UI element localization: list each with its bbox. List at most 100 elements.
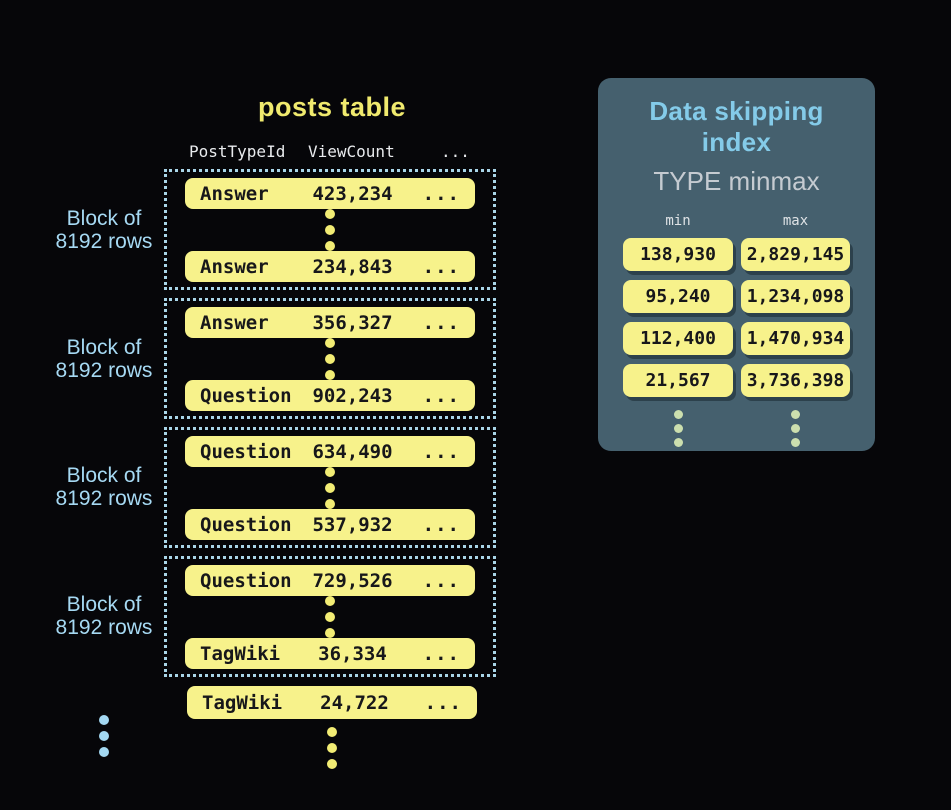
dot-icon [325, 628, 335, 638]
dot-icon [673, 410, 683, 419]
more-rows-ellipsis-icon [327, 727, 337, 769]
row-view-count: 902,243 [312, 384, 393, 407]
dot-icon [791, 424, 800, 433]
row-post-type: Answer [200, 182, 269, 205]
posts-table-blocks: Answer 423,234 ... Answer 234,843 ... An… [164, 169, 496, 685]
row-view-count: 356,327 [312, 311, 393, 334]
max-column-header: max [782, 213, 809, 229]
dot-icon [99, 747, 109, 757]
dot-icon [325, 596, 335, 606]
row-block-4: Question 729,526 ... TagWiki 36,334 ... [164, 556, 496, 677]
row-view-count: 423,234 [312, 182, 393, 205]
row-view-count: 234,843 [312, 255, 393, 278]
row-post-type: TagWiki [202, 691, 283, 714]
index-entry-row: 112,400 1,470,934 [623, 322, 850, 355]
min-column-header: min [665, 213, 691, 229]
dot-icon [327, 743, 337, 753]
dot-icon [325, 354, 335, 364]
min-value-pill: 112,400 [623, 322, 733, 355]
index-entry-row: 138,930 2,829,145 [623, 238, 850, 271]
table-row: Question 537,932 ... [185, 509, 475, 540]
dot-icon [99, 731, 109, 741]
dot-icon [673, 438, 683, 447]
row-post-type: Question [200, 569, 292, 592]
table-row-tail: TagWiki 24,722 ... [187, 686, 477, 719]
row-post-type: Answer [200, 255, 269, 278]
vertical-ellipsis-icon [325, 209, 335, 251]
table-row: TagWiki 36,334 ... [185, 638, 475, 669]
dot-icon [325, 241, 335, 251]
row-post-type: Answer [200, 311, 269, 334]
block-label-line1: Block of [66, 593, 142, 616]
index-entry-row: 21,567 3,736,398 [623, 364, 850, 397]
block-label-line1: Block of [66, 336, 142, 359]
row-more-columns: ... [422, 513, 460, 536]
min-value-pill: 21,567 [623, 364, 733, 397]
dot-icon [99, 715, 109, 725]
more-blocks-ellipsis-icon [99, 715, 109, 757]
panel-title: Data skipping index [649, 96, 824, 157]
table-row: Answer 423,234 ... [185, 178, 475, 209]
column-header-posttypeid: PostTypeId [189, 142, 286, 161]
column-header-viewcount: ViewCount [308, 142, 395, 161]
block-label-2: Block of 8192 rows [24, 336, 184, 382]
min-value-pill: 138,930 [623, 238, 733, 271]
max-value-pill: 3,736,398 [741, 364, 850, 397]
column-header-ellipsis: ... [441, 142, 470, 161]
row-more-columns: ... [422, 642, 460, 665]
table-row: Answer 356,327 ... [185, 307, 475, 338]
block-label-line2: 8192 rows [55, 359, 153, 382]
row-view-count: 634,490 [312, 440, 393, 463]
row-more-columns: ... [422, 384, 460, 407]
dot-icon [791, 410, 800, 419]
dot-icon [327, 727, 337, 737]
row-view-count: 36,334 [318, 642, 387, 665]
block-label-line1: Block of [66, 207, 142, 230]
row-more-columns: ... [422, 440, 460, 463]
dot-icon [327, 759, 337, 769]
table-row: Question 902,243 ... [185, 380, 475, 411]
dot-icon [325, 612, 335, 622]
dot-icon [325, 499, 335, 509]
row-block-2: Answer 356,327 ... Question 902,243 ... [164, 298, 496, 419]
row-block-3: Question 634,490 ... Question 537,932 ..… [164, 427, 496, 548]
row-post-type: Question [200, 384, 292, 407]
row-more-columns: ... [422, 311, 460, 334]
block-label-4: Block of 8192 rows [24, 593, 184, 639]
block-label-line2: 8192 rows [55, 487, 153, 510]
min-value-pill: 95,240 [623, 280, 733, 313]
block-label-line1: Block of [66, 464, 142, 487]
data-skipping-index-panel: Data skipping index TYPE minmax min max … [598, 78, 875, 451]
row-post-type: Question [200, 440, 292, 463]
row-post-type: Question [200, 513, 292, 536]
block-label-1: Block of 8192 rows [24, 207, 184, 253]
more-entries-row [623, 410, 850, 447]
dot-icon [325, 483, 335, 493]
row-more-columns: ... [424, 691, 462, 714]
max-value-pill: 1,234,098 [741, 280, 850, 313]
row-block-1: Answer 423,234 ... Answer 234,843 ... [164, 169, 496, 290]
row-view-count: 24,722 [320, 691, 389, 714]
index-entry-row: 95,240 1,234,098 [623, 280, 850, 313]
posts-table-title: posts table [257, 92, 407, 122]
dot-icon [325, 370, 335, 380]
row-more-columns: ... [422, 255, 460, 278]
table-row: Question 729,526 ... [185, 565, 475, 596]
dot-icon [325, 338, 335, 348]
row-view-count: 537,932 [312, 513, 393, 536]
panel-subtitle: TYPE minmax [653, 166, 820, 196]
row-post-type: TagWiki [200, 642, 281, 665]
dot-icon [791, 438, 800, 447]
more-max-entries-ellipsis-icon [791, 410, 800, 447]
more-min-entries-ellipsis-icon [673, 410, 683, 447]
max-value-pill: 1,470,934 [741, 322, 850, 355]
vertical-ellipsis-icon [325, 467, 335, 509]
table-row: Answer 234,843 ... [185, 251, 475, 282]
row-view-count: 729,526 [312, 569, 393, 592]
minmax-column-headers: min max [623, 213, 850, 229]
max-value-pill: 2,829,145 [741, 238, 850, 271]
block-label-3: Block of 8192 rows [24, 464, 184, 510]
vertical-ellipsis-icon [325, 338, 335, 380]
dot-icon [325, 225, 335, 235]
